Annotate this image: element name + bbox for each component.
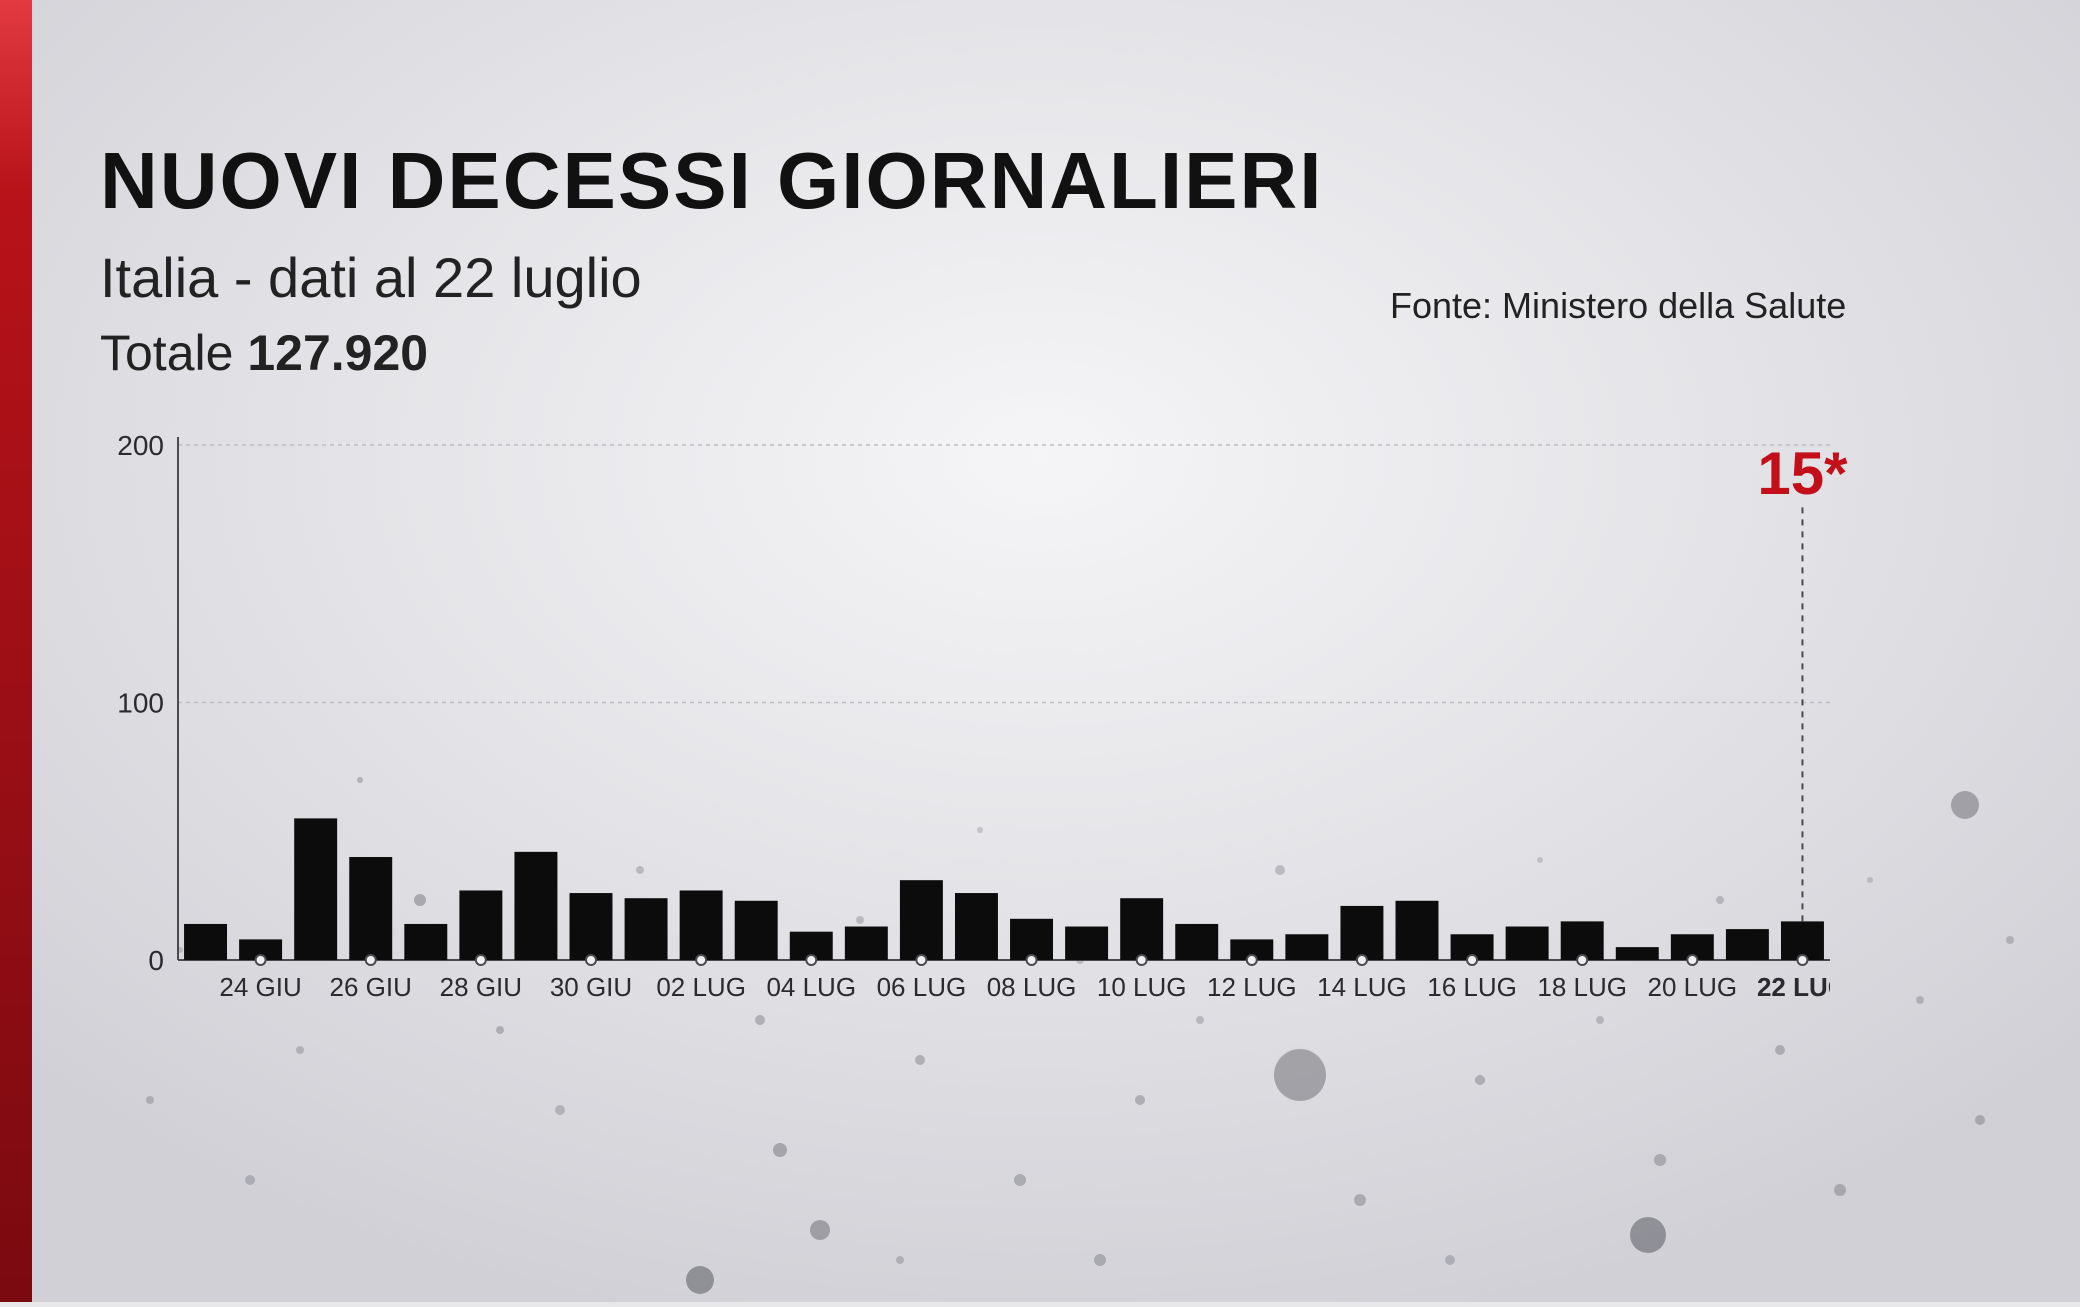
total-line: Totale 127.920 [100,324,1323,382]
bar [1120,898,1163,960]
source-attribution: Fonte: Ministero della Salute [1390,285,1846,327]
svg-text:26 GIU: 26 GIU [330,972,412,1002]
bar [1396,901,1439,960]
header-block: NUOVI DECESSI GIORNALIERI Italia - dati … [100,135,1323,382]
svg-text:10 LUG: 10 LUG [1097,972,1187,1002]
svg-text:0: 0 [148,945,164,976]
svg-text:18 LUG: 18 LUG [1537,972,1627,1002]
bar [294,818,337,960]
bar [1616,947,1659,960]
bar [955,893,998,960]
svg-text:14 LUG: 14 LUG [1317,972,1407,1002]
svg-text:12 LUG: 12 LUG [1207,972,1297,1002]
bar [680,890,723,960]
svg-text:30 GIU: 30 GIU [550,972,632,1002]
last-value-callout: 15* [1742,439,1862,508]
svg-text:16 LUG: 16 LUG [1427,972,1517,1002]
bar [900,880,943,960]
total-label: Totale [100,325,247,381]
chart-subtitle: Italia - dati al 22 luglio [100,245,1323,310]
bar [1340,906,1383,960]
svg-text:200: 200 [117,435,164,461]
bar [1065,927,1108,960]
bar [845,927,888,960]
svg-text:24 GIU: 24 GIU [219,972,301,1002]
total-value: 127.920 [247,325,428,381]
svg-text:04 LUG: 04 LUG [766,972,856,1002]
chart-title: NUOVI DECESSI GIORNALIERI [100,135,1323,227]
svg-text:02 LUG: 02 LUG [656,972,746,1002]
bar [514,852,557,960]
svg-text:08 LUG: 08 LUG [987,972,1077,1002]
svg-text:28 GIU: 28 GIU [440,972,522,1002]
svg-text:20 LUG: 20 LUG [1648,972,1738,1002]
bar [625,898,668,960]
bar-chart: 0 100 200 24 GIU 26 GIU 28 GIU 30 GIU 02 LUG 04 … [110,435,1830,1040]
bar [184,924,227,960]
left-accent-strip [0,0,32,1302]
bar [1285,934,1328,960]
infographic-stage: NUOVI DECESSI GIORNALIERI Italia - dati … [0,0,2080,1302]
bar [459,890,502,960]
bar [1726,929,1769,960]
bar [1506,927,1549,960]
bar [570,893,613,960]
svg-text:22 LUG: 22 LUG [1757,972,1830,1002]
svg-text:06 LUG: 06 LUG [877,972,967,1002]
bar [404,924,447,960]
bar [735,901,778,960]
bar [1010,919,1053,960]
svg-text:100: 100 [117,688,164,719]
bar [1175,924,1218,960]
bar [349,857,392,960]
